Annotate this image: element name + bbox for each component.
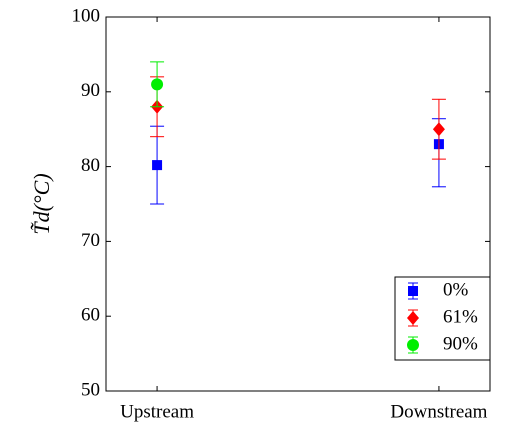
marker	[152, 160, 163, 171]
legend: 0% 61% 90%	[394, 276, 491, 361]
y-tick-label: 70	[81, 230, 100, 251]
legend-marker	[407, 339, 419, 351]
legend-label: 0%	[443, 279, 469, 300]
y-tick-label: 60	[81, 305, 100, 326]
plot-frame	[105, 16, 491, 392]
y-tick-label: 80	[81, 155, 100, 176]
legend-marker	[407, 311, 419, 325]
y-tick-label: 100	[72, 5, 101, 26]
x-tick-label: Upstream	[120, 401, 194, 422]
y-tick-label: 50	[81, 379, 100, 400]
y-axis-label: T̃d(°C)	[29, 173, 54, 234]
marker	[151, 78, 164, 91]
marker	[432, 122, 445, 137]
y-tick-label: 90	[81, 80, 100, 101]
x-tick-label: Downstream	[390, 401, 487, 422]
legend-label: 90%	[443, 333, 478, 354]
legend-label: 61%	[443, 306, 478, 327]
legend-marker	[408, 286, 418, 296]
